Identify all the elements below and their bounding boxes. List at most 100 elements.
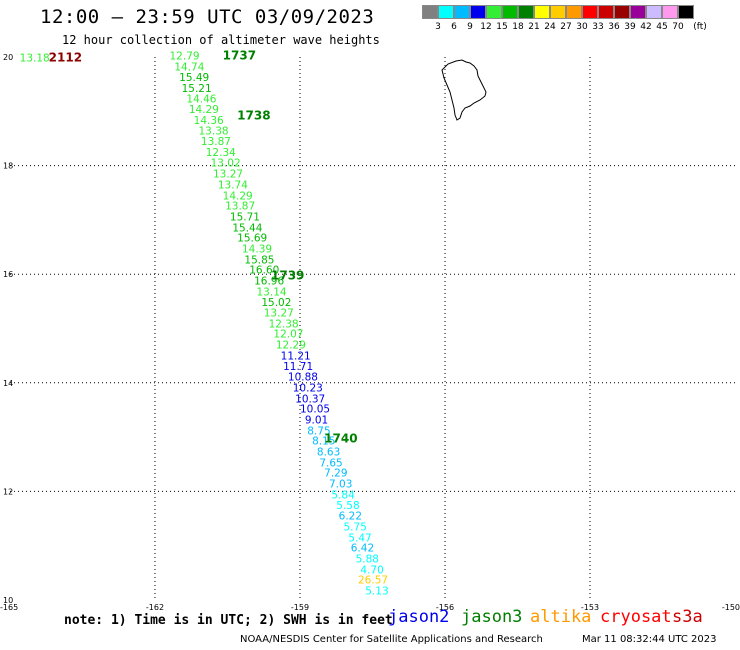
pass-time-label: 1738 <box>237 108 270 122</box>
grid-lines <box>10 57 735 600</box>
swh-value-label: 14.36 <box>194 115 224 127</box>
pass-time-label: 1740 <box>324 432 357 446</box>
color-swatch <box>678 5 694 19</box>
pass-time-label: 1739 <box>271 269 304 283</box>
swh-value-label: 12.07 <box>273 329 303 341</box>
swh-value-label: 12.34 <box>206 147 236 159</box>
color-scale-label: 33 <box>592 22 604 32</box>
x-tick-label: -156 <box>436 603 454 612</box>
satellite-legend-item: s3a <box>672 607 703 627</box>
swh-value-label: 13.27 <box>264 308 294 320</box>
color-swatch <box>534 5 550 19</box>
swh-value-label: 15.02 <box>261 297 291 309</box>
color-scale-label: 42 <box>640 22 652 32</box>
color-swatch <box>502 5 518 19</box>
swh-value-label: 5.13 <box>365 586 388 598</box>
credit-line: NOAA/NESDIS Center for Satellite Applica… <box>240 634 543 645</box>
chart-title: 12:00 – 23:59 UTC 03/09/2023 <box>40 6 375 28</box>
color-scale-label: 6 <box>451 22 457 32</box>
satellite-legend-item: altika <box>530 607 592 627</box>
swh-value-label: 12.38 <box>269 318 299 330</box>
swh-value-label: 11.71 <box>283 361 313 373</box>
swh-value-label: 13.87 <box>225 201 255 213</box>
x-tick-label: -159 <box>291 603 309 612</box>
y-tick-label: 10 <box>3 596 13 605</box>
swh-value-label: 10.23 <box>293 382 323 394</box>
swh-value-label: 13.14 <box>257 286 287 298</box>
x-tick-label: -150 <box>722 603 740 612</box>
generated-timestamp: Mar 11 08:32:44 UTC 2023 <box>582 634 717 645</box>
swh-value-label: 6.42 <box>351 543 374 555</box>
color-scale-label: 24 <box>544 22 556 32</box>
color-swatch <box>630 5 646 19</box>
swh-value-label: 15.85 <box>244 254 274 266</box>
chart-subtitle: 12 hour collection of altimeter wave hei… <box>62 33 380 47</box>
swh-value-label: 15.44 <box>232 222 262 234</box>
swh-value-label: 15.69 <box>237 233 267 245</box>
color-swatch <box>550 5 566 19</box>
swh-value-label: 7.65 <box>319 457 342 469</box>
swh-value-label: 5.47 <box>348 532 371 544</box>
swh-value-label: 13.02 <box>211 158 241 170</box>
swh-value-label: 10.88 <box>288 372 318 384</box>
swh-value-label: 13.87 <box>201 136 231 148</box>
y-tick-label: 12 <box>3 487 13 496</box>
satellite-legend-item: jason3 <box>461 607 523 627</box>
swh-value-label: 15.49 <box>179 72 209 84</box>
x-tick-label: -162 <box>146 603 164 612</box>
color-scale-bar <box>422 5 694 20</box>
color-swatch <box>646 5 662 19</box>
x-tick-label: -153 <box>581 603 599 612</box>
swh-value-label: 13.18 <box>20 52 50 64</box>
color-scale-label: 12 <box>480 22 492 32</box>
swh-value-label: 15.21 <box>182 83 212 95</box>
swh-value-label: 7.29 <box>324 468 347 480</box>
color-scale-label: 45 <box>656 22 668 32</box>
color-scale-label: 15 <box>496 22 508 32</box>
footnote: note: 1) Time is in UTC; 2) SWH is in fe… <box>64 613 393 628</box>
swh-value-label: 7.03 <box>329 479 352 491</box>
pass-time-label: 1737 <box>223 49 256 63</box>
swh-value-label: 5.84 <box>331 489 355 501</box>
satellite-legend-item: jason2 <box>388 607 450 627</box>
color-swatch <box>486 5 502 19</box>
color-scale-label: (ft) <box>693 22 707 32</box>
axis-tick-labels: -165 -162 -159 -156 -153 -150 10 12 14 16 18 20 <box>0 53 740 612</box>
pass-time-label: 2112 <box>49 50 82 64</box>
hawaii-coastline <box>441 59 487 121</box>
color-swatch <box>454 5 470 19</box>
swh-value-label: 14.46 <box>186 94 216 106</box>
swh-value-label: 8.63 <box>317 447 340 459</box>
color-swatch <box>598 5 614 19</box>
color-scale-labels: 3 6 9 12 15 18 21 24 27 30 33 36 39 42 45 70 (ft) <box>422 22 740 34</box>
color-swatch <box>614 5 630 19</box>
color-scale-label: 21 <box>528 22 540 32</box>
swh-value-label: 14.29 <box>189 104 219 116</box>
color-scale-label: 27 <box>560 22 572 32</box>
swh-value-label: 5.88 <box>356 554 379 566</box>
color-scale-label: 9 <box>467 22 473 32</box>
swh-data-labels: 13.18 12.7914.7415.4915.2114.4614.2914.36… <box>20 51 389 598</box>
color-swatch <box>566 5 582 19</box>
swh-value-label: 10.05 <box>300 404 330 416</box>
swh-value-label: 11.21 <box>281 350 311 362</box>
color-swatch <box>518 5 534 19</box>
swh-value-label: 13.27 <box>213 169 243 181</box>
color-swatch <box>582 5 598 19</box>
swh-value-label: 14.29 <box>223 190 253 202</box>
color-swatch <box>662 5 678 19</box>
color-scale-label: 30 <box>576 22 588 32</box>
swh-value-label: 8.75 <box>307 425 330 437</box>
y-tick-label: 18 <box>3 162 13 171</box>
swh-value-label: 13.38 <box>199 126 229 138</box>
swh-value-label: 4.70 <box>360 564 383 576</box>
color-swatch <box>438 5 454 19</box>
swh-value-label: 13.74 <box>218 179 248 191</box>
swh-value-label: 14.74 <box>174 62 204 74</box>
color-scale-label: 3 <box>435 22 441 32</box>
x-tick-label: -165 <box>0 603 18 612</box>
swh-value-label: 16.60 <box>249 265 279 277</box>
swh-value-label: 6.22 <box>339 511 362 523</box>
swh-value-label: 16.96 <box>254 276 284 288</box>
